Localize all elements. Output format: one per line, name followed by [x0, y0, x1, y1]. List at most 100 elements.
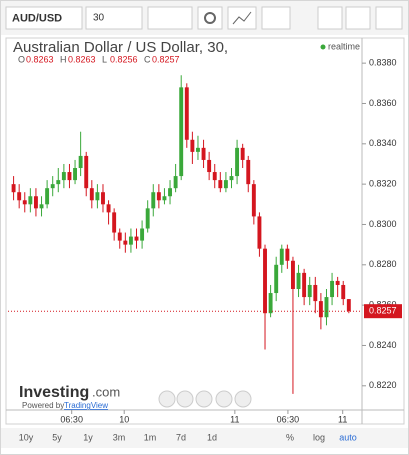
- x-tick-label: 06:30: [60, 414, 83, 424]
- powered-link[interactable]: TradingView: [64, 401, 108, 410]
- candle-body: [156, 192, 161, 201]
- nav-controls: [158, 390, 252, 408]
- status: realtime: [328, 41, 360, 51]
- chart-area: [5, 37, 405, 425]
- candle-body: [263, 248, 267, 314]
- fullscreen-button[interactable]: [375, 6, 403, 30]
- candle-body: [17, 192, 22, 201]
- candle-body: [335, 280, 340, 285]
- scroll-left[interactable]: [158, 390, 176, 408]
- range-button[interactable]: 1y: [83, 432, 93, 442]
- candle-body: [179, 87, 184, 177]
- candle-body: [162, 196, 167, 201]
- candle-body: [78, 155, 83, 169]
- settings-button[interactable]: [197, 6, 223, 30]
- candle-body: [190, 139, 195, 152]
- indicators-button[interactable]: [227, 6, 257, 30]
- candle-body: [45, 188, 50, 205]
- candle-body: [145, 208, 150, 229]
- x-tick-label: 11: [230, 414, 239, 424]
- scroll-right[interactable]: [234, 390, 252, 408]
- ohlc-value: 0.8257: [152, 54, 180, 64]
- scale-button[interactable]: %: [286, 432, 294, 442]
- range-buttons: 10y 5y 1y 3m 1m 7d 1d% log auto: [19, 432, 357, 442]
- candle-body: [151, 192, 156, 209]
- y-tick-label: 0.8340: [369, 138, 397, 148]
- last-price-tag: [364, 304, 402, 319]
- range-button[interactable]: 3m: [113, 432, 126, 442]
- ohlc-value: 0.8256: [110, 54, 138, 64]
- scale-button[interactable]: log: [313, 432, 325, 442]
- y-tick-label: 0.8360: [369, 98, 397, 108]
- undo-button[interactable]: [317, 6, 343, 30]
- candle-body: [22, 200, 27, 205]
- ohlc-key: H: [60, 54, 67, 64]
- candle-body: [330, 280, 335, 298]
- last-price-label: 0.8257: [369, 306, 397, 316]
- candle-body: [274, 264, 279, 294]
- range-button[interactable]: 10y: [19, 432, 34, 442]
- interval-box[interactable]: [85, 6, 143, 30]
- candle-body: [212, 172, 217, 181]
- reset[interactable]: [195, 390, 213, 408]
- candle-body: [268, 293, 273, 314]
- candle-body: [246, 159, 251, 185]
- candle-body: [341, 284, 346, 300]
- x-tick-label: 06:30: [277, 414, 300, 424]
- compare-button[interactable]: [261, 6, 291, 30]
- candle-body: [128, 236, 133, 245]
- bottom-bar: [1, 428, 408, 448]
- candle-body: [134, 236, 139, 241]
- candle-body: [346, 299, 351, 312]
- candle-body: [123, 240, 128, 245]
- chart-style-button[interactable]: [147, 6, 193, 30]
- candle-body: [73, 168, 78, 181]
- redo-button[interactable]: [345, 6, 371, 30]
- ohlc-key: O: [18, 54, 25, 64]
- interval: 30: [93, 13, 105, 24]
- x-tick-label: 10: [119, 414, 129, 424]
- candle-body: [89, 188, 94, 201]
- status-dot: [320, 44, 326, 50]
- logo: Investing: [19, 384, 89, 401]
- symbol: AUD/USD: [12, 12, 62, 24]
- candle-body: [168, 188, 172, 197]
- candle-body: [184, 87, 189, 140]
- candle-body: [84, 155, 89, 189]
- chart-title: Australian Dollar / US Dollar, 30,: [13, 39, 228, 56]
- candle-body: [251, 184, 256, 217]
- ohlc-value: 0.8263: [26, 54, 54, 64]
- candle-body: [207, 159, 212, 173]
- range-button[interactable]: 1m: [144, 432, 157, 442]
- candle-body: [313, 284, 318, 302]
- symbol-box[interactable]: [5, 6, 83, 30]
- candle-body: [39, 204, 44, 209]
- ohlc-value: 0.8263: [68, 54, 96, 64]
- y-tick-label: 0.8300: [369, 219, 397, 229]
- scale-button[interactable]: auto: [339, 432, 357, 442]
- candle-body: [95, 192, 100, 201]
- candle-body: [229, 176, 234, 181]
- y-tick-label: 0.8240: [369, 340, 397, 350]
- candle-body: [257, 216, 262, 249]
- y-tick-label: 0.8280: [369, 259, 397, 269]
- candle-body: [33, 196, 38, 209]
- ohlc-key: L: [102, 54, 107, 64]
- zoom-in[interactable]: [215, 390, 233, 408]
- indicators-icon: [232, 11, 252, 25]
- ohlc-header: O 0.8263 H 0.8263 L 0.8256 C 0.8257: [18, 54, 180, 64]
- candle-body: [290, 260, 295, 290]
- range-button[interactable]: 5y: [52, 432, 62, 442]
- y-tick-label: 0.8220: [369, 380, 397, 390]
- candle-body: [201, 147, 206, 160]
- candle-body: [235, 147, 240, 177]
- y-tick-label: 0.8320: [369, 179, 397, 189]
- zoom-out[interactable]: [176, 390, 194, 408]
- candle-body: [61, 172, 66, 181]
- range-button[interactable]: 7d: [176, 432, 186, 442]
- candle-body: [101, 192, 105, 205]
- candle-body: [112, 212, 117, 233]
- powered-by: Powered by: [22, 401, 64, 410]
- ohlc-key: C: [144, 54, 151, 64]
- range-button[interactable]: 1d: [207, 432, 217, 442]
